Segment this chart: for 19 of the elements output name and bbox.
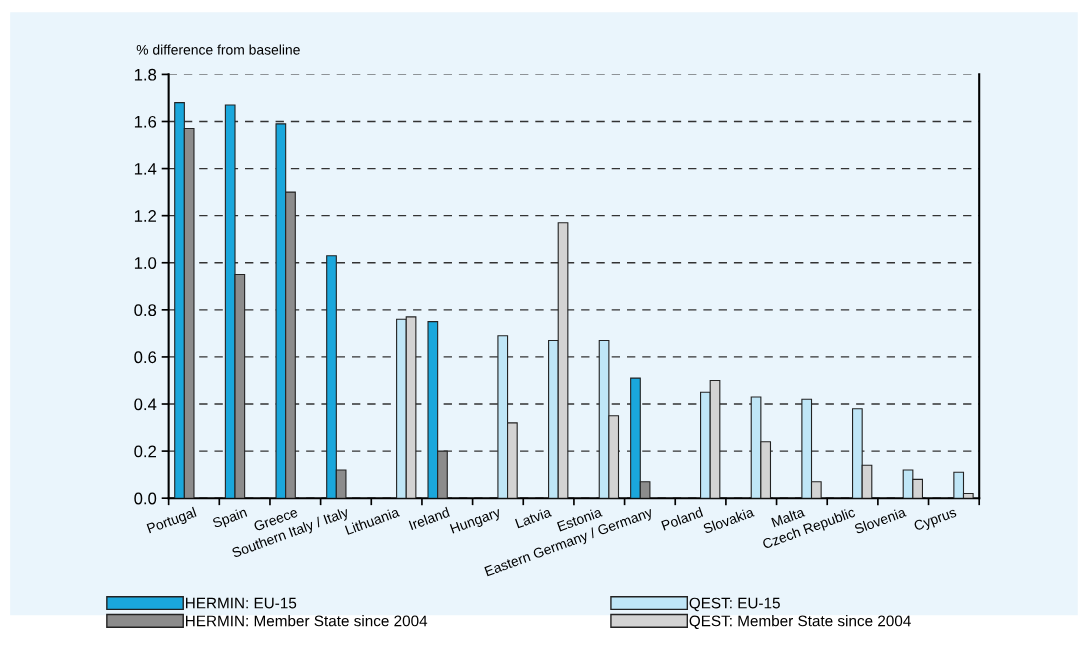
y-axis-title: % difference from baseline [136,44,300,55]
x-tick-label: Ireland [408,506,450,531]
y-tick-label: 1.6 [134,115,157,128]
y-tick-label: 1.2 [134,210,156,222]
legend-label: HERMIN: Member State since 2004 [186,615,428,627]
legend-label: QEST: Member State since 2004 [689,615,911,630]
y-tick-label: 0.2 [134,445,156,458]
y-tick-label: 0.6 [134,351,157,364]
y-tick-label: 1.8 [134,68,157,81]
y-tick-label: 0.8 [134,304,157,317]
legend-label: HERMIN: EU-15 [186,597,297,609]
x-tick-label: Latvia [514,506,553,529]
y-tick-label: 1.4 [134,163,157,175]
y-tick-label: 0.4 [134,398,157,411]
x-tick-label: Cyprus [913,507,958,534]
y-tick-label: 0.0 [134,492,157,505]
x-tick-label: Spain [211,506,249,531]
legend-label: QEST: EU-15 [689,597,780,612]
y-tick-label: 1.0 [134,257,157,269]
